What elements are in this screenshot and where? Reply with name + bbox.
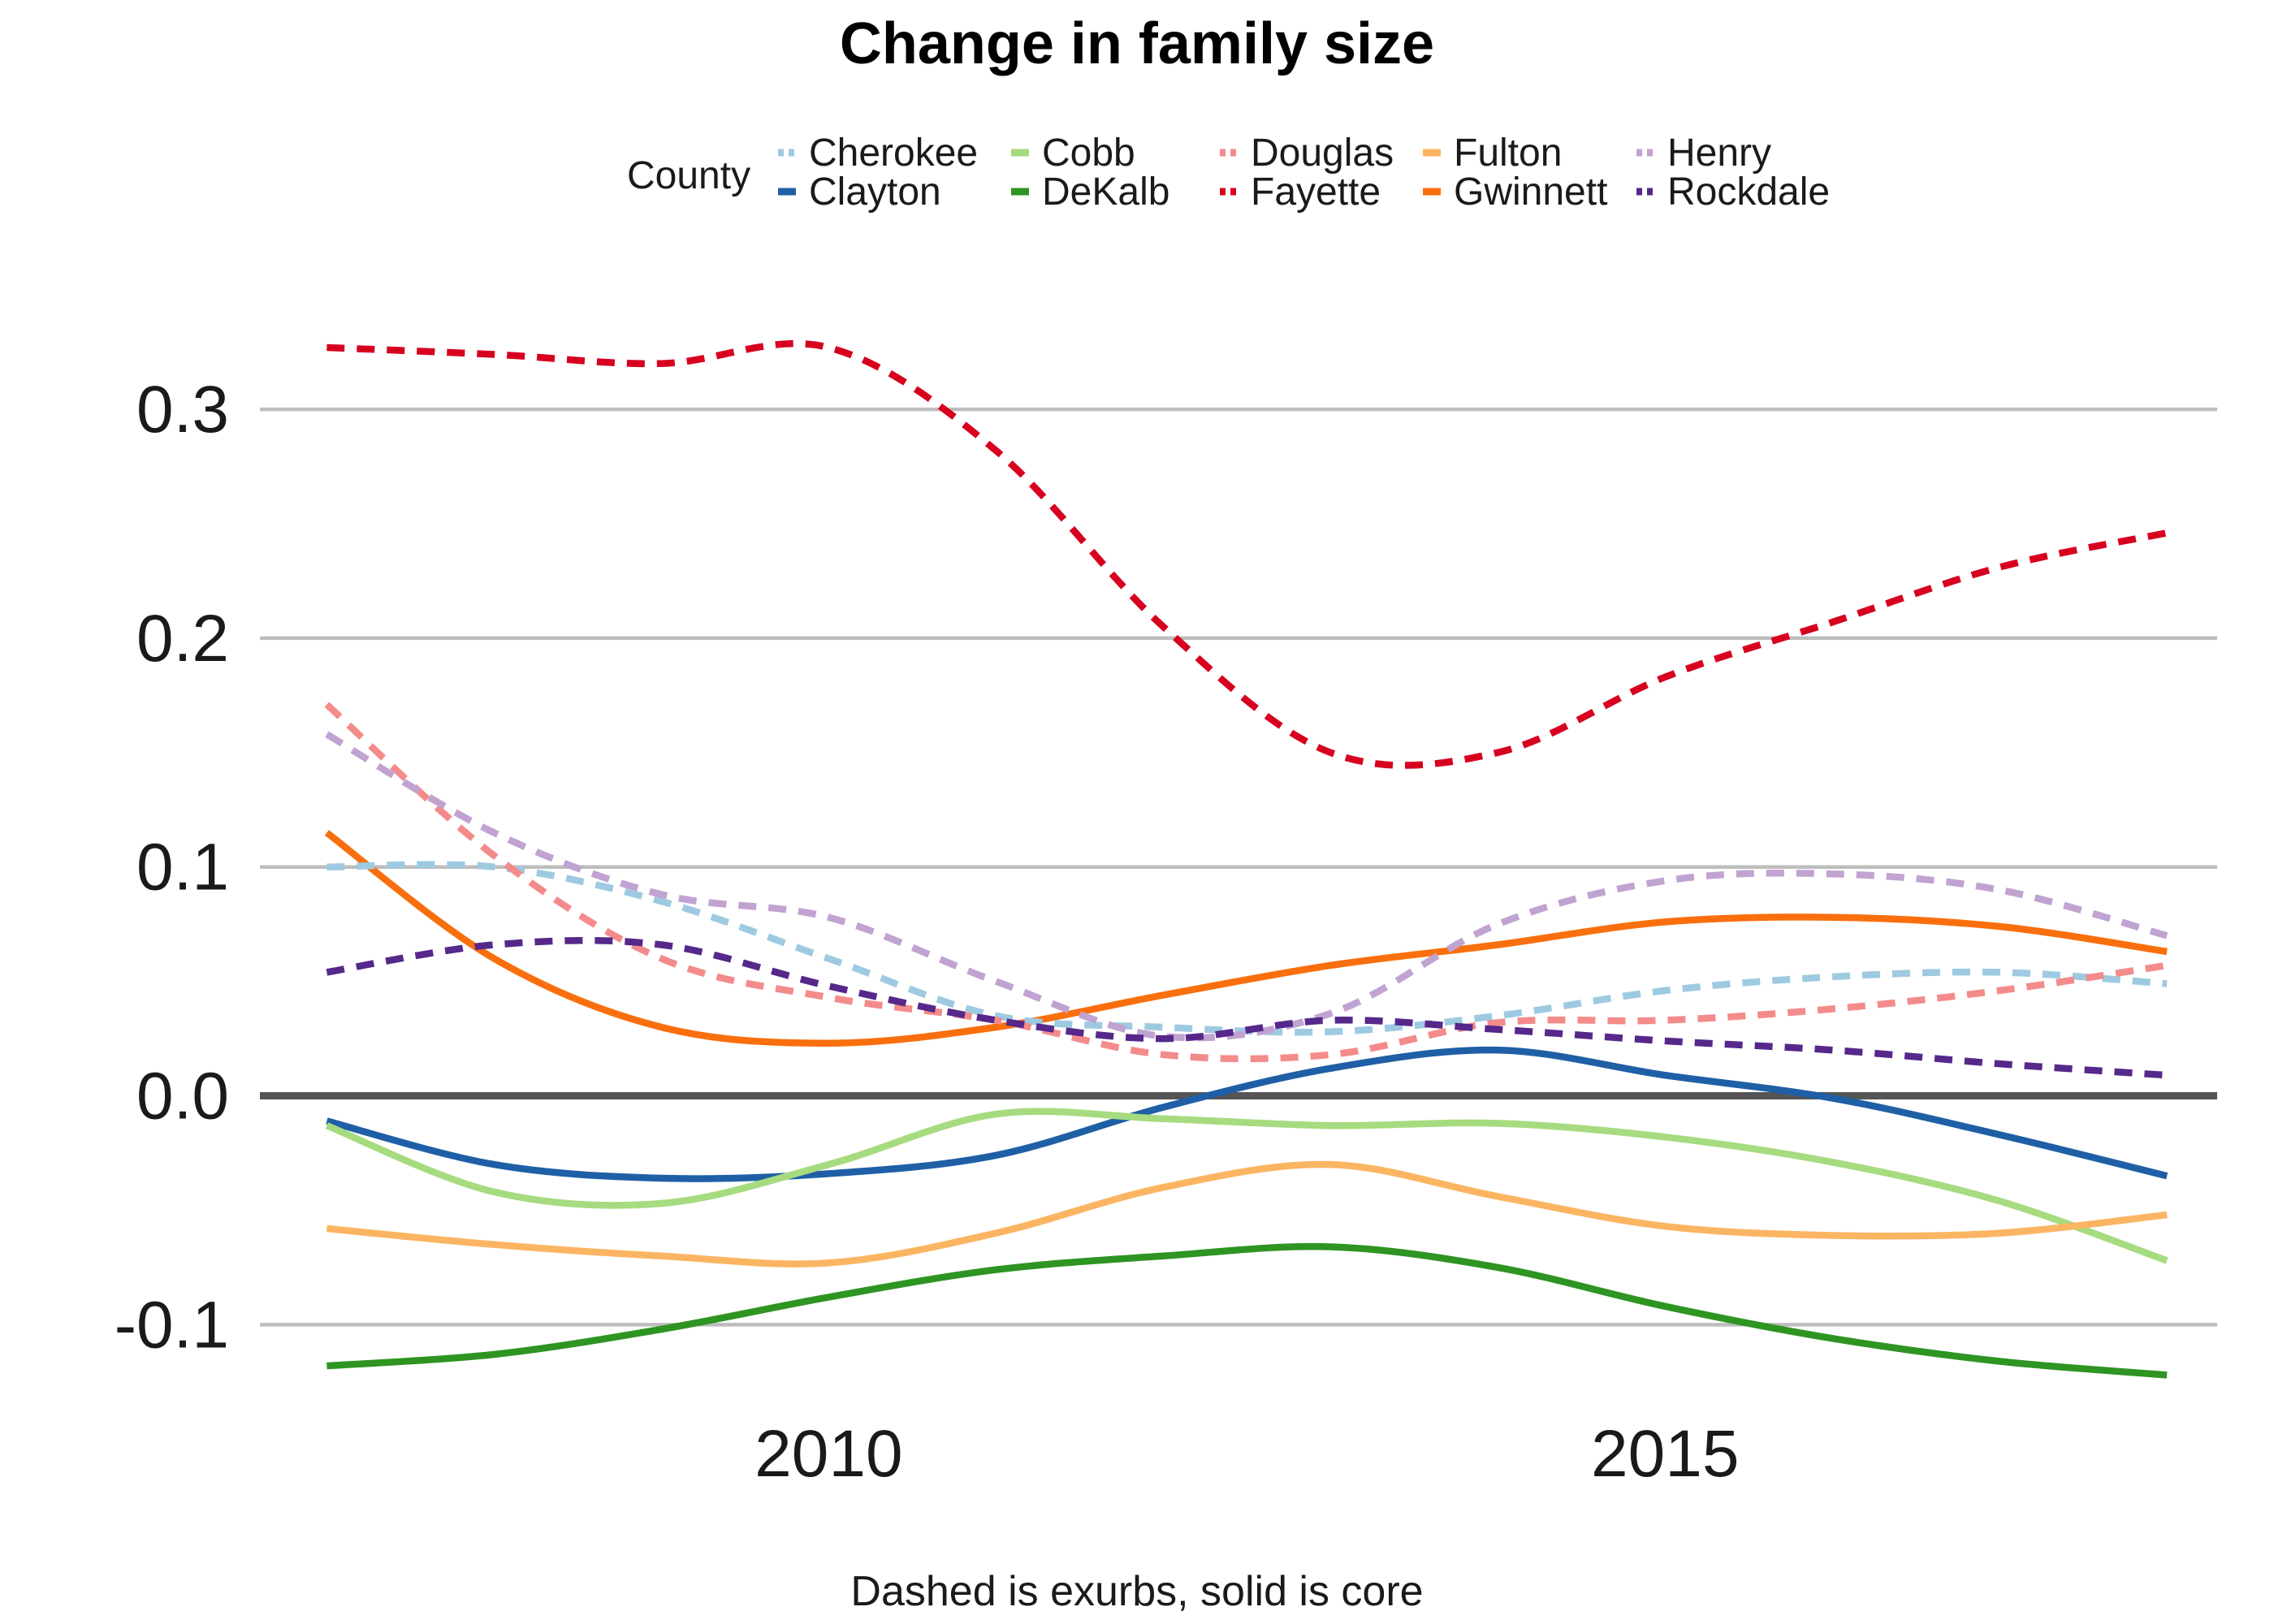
chart-title: Change in family size — [840, 11, 1434, 76]
y-tick-label: 0.1 — [136, 831, 229, 905]
series-line-fulton — [326, 1160, 2168, 1268]
x-tick-label: 2015 — [1591, 1417, 1739, 1491]
gridlines — [260, 407, 2217, 1327]
legend-label-cherokee: Cherokee — [809, 132, 978, 175]
y-tick-label: 0.3 — [136, 373, 229, 447]
series-lines — [324, 339, 2168, 1379]
y-axis-tick-labels: -0.1 0.0 0.1 0.2 0.3 — [115, 373, 229, 1362]
x-axis-tick-labels: 2010 2015 — [754, 1417, 1739, 1491]
legend-label-clayton: Clayton — [809, 171, 941, 214]
series-line-rockdale — [326, 936, 2168, 1079]
series-line-douglas — [324, 702, 2168, 1063]
legend-label-gwinnett: Gwinnett — [1454, 171, 1607, 214]
legend-label-fayette: Fayette — [1251, 171, 1381, 214]
legend-title: County — [627, 154, 750, 197]
y-tick-label: -0.1 — [115, 1288, 229, 1362]
legend-label-fulton: Fulton — [1454, 132, 1562, 175]
y-tick-label: 0.0 — [136, 1060, 229, 1134]
series-line-dekalb — [326, 1242, 2168, 1379]
series-line-fayette — [326, 339, 2168, 769]
legend-label-dekalb: DeKalb — [1042, 171, 1169, 214]
legend-label-henry: Henry — [1667, 132, 1771, 175]
series-line-gwinnett — [324, 830, 2168, 1047]
x-tick-label: 2010 — [754, 1417, 902, 1491]
legend-label-cobb: Cobb — [1042, 132, 1135, 175]
legend-label-douglas: Douglas — [1251, 132, 1394, 175]
chart-caption: Dashed is exurbs, solid is core — [850, 1568, 1423, 1615]
series-line-henry — [325, 731, 2168, 1042]
series-line-cobb — [325, 1108, 2168, 1264]
y-tick-label: 0.2 — [136, 602, 229, 676]
legend: County CherokeeClaytonCobbDeKalbDouglasF… — [627, 132, 1830, 214]
series-line-clayton — [326, 1046, 2168, 1182]
legend-label-rockdale: Rockdale — [1667, 171, 1830, 214]
